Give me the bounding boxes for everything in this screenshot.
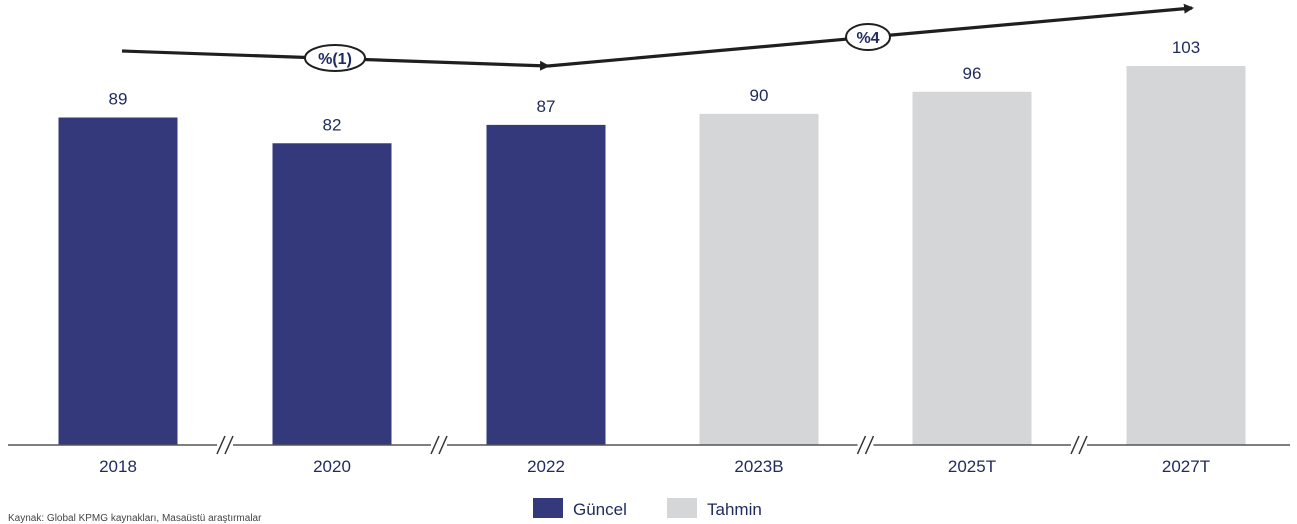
tick-label-2022: 2022: [527, 457, 565, 476]
tick-label-2018: 2018: [99, 457, 137, 476]
bar-2018: [58, 117, 178, 446]
legend-item-Güncel: Güncel: [533, 498, 627, 519]
bar-2020: [272, 143, 392, 445]
axis-break: [216, 435, 234, 455]
axis-break: [1070, 435, 1088, 455]
data-label-2022: 87: [537, 97, 556, 116]
axis-break: [430, 435, 448, 455]
growth-arrow: %(1): [121, 44, 550, 72]
data-label-2027T: 103: [1172, 38, 1200, 57]
data-label-2023B: 90: [750, 86, 769, 105]
growth-arrow: %4: [547, 3, 1194, 68]
legend: Güncel Tahmin: [533, 498, 762, 519]
bars: 89 82 87 90 96 103: [58, 38, 1246, 446]
source-caption: Kaynak: Global KPMG kaynakları, Masaüstü…: [8, 513, 262, 524]
tick-label-2027T: 2027T: [1162, 457, 1210, 476]
data-label-2018: 89: [109, 90, 128, 109]
legend-label: Güncel: [573, 500, 627, 519]
tick-label-2025T: 2025T: [948, 457, 996, 476]
data-label-2020: 82: [323, 115, 342, 134]
x-axis: 2018 2020 2022 2023B 2025T 2027T: [8, 435, 1290, 476]
growth-label: %4: [856, 30, 879, 47]
bar-2022: [486, 124, 606, 446]
bar-2027T: [1126, 66, 1246, 445]
axis-break: [856, 435, 875, 455]
growth-annotations: %(1) %4: [121, 3, 1194, 72]
data-label-2025T: 96: [963, 64, 982, 83]
tick-label-2020: 2020: [313, 457, 351, 476]
legend-label: Tahmin: [707, 500, 762, 519]
tick-label-2023B: 2023B: [734, 457, 783, 476]
growth-label: %(1): [318, 51, 352, 68]
legend-item-Tahmin: Tahmin: [667, 498, 762, 519]
bar-2023B: [699, 113, 819, 445]
bar-2025T: [912, 91, 1032, 446]
